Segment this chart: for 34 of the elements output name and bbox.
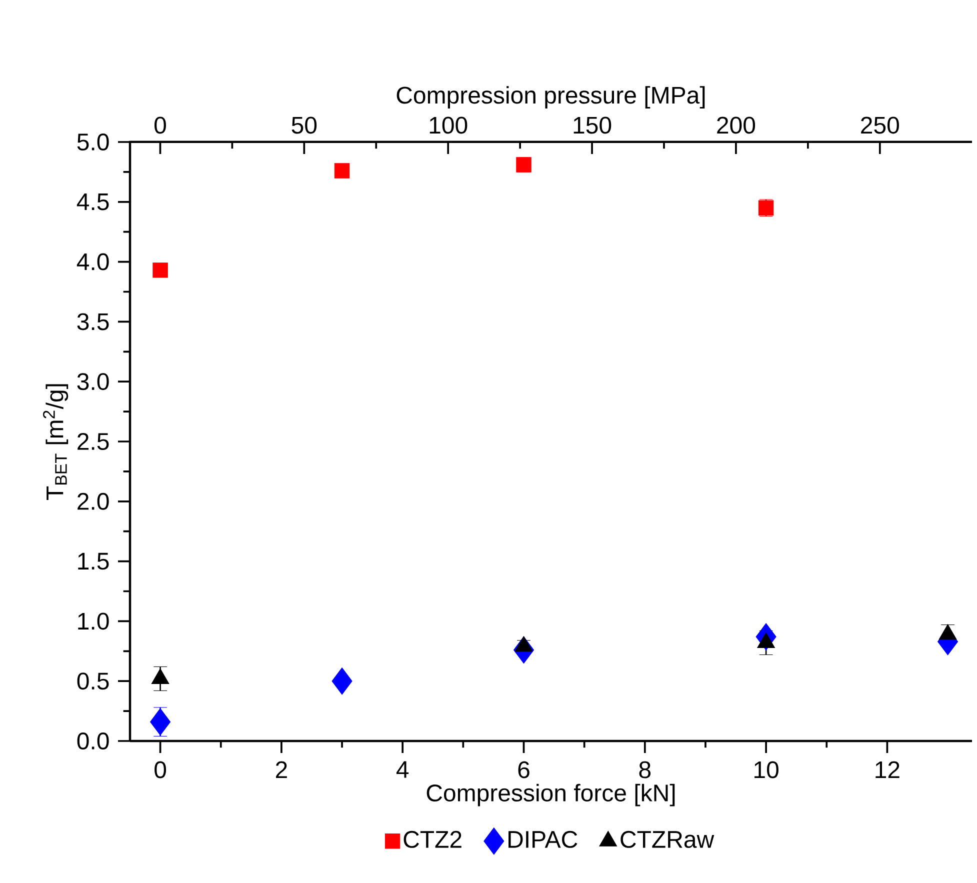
point — [332, 667, 352, 695]
legend-label: CTZ2 — [404, 830, 462, 848]
x2-tick-label: 250 — [861, 116, 899, 134]
x-tick-label: 12 — [876, 761, 900, 778]
y-tick-label: 1.0 — [78, 612, 109, 630]
x-axis-title: Compression force [kN] — [426, 784, 675, 806]
x-tick-label: 4 — [396, 761, 409, 778]
point — [152, 262, 168, 278]
x2-tick-label: 50 — [292, 116, 317, 134]
legend-label: CTZRaw — [620, 830, 714, 848]
x2-tick-label: 100 — [430, 116, 468, 134]
point — [150, 708, 171, 736]
y-tick-label: 5.0 — [77, 133, 109, 150]
x-tick-label: 8 — [639, 761, 651, 778]
y-tick-label: 0.5 — [77, 672, 109, 690]
y-tick-label: 0.0 — [77, 732, 109, 750]
x-tick-label: 10 — [754, 761, 778, 778]
x2-tick-label: 150 — [574, 116, 612, 134]
y-tick-label: 2.5 — [78, 432, 109, 450]
y-axis-title: T$_{BET}$ [m$^{2}$/g] — [43, 384, 68, 500]
y-tick-label: 3.0 — [77, 373, 109, 390]
x2-tick-label: 0 — [154, 116, 166, 134]
x-tick-label: 6 — [518, 761, 530, 778]
x-tick-label: 0 — [154, 761, 166, 778]
x-tick-label: 2 — [276, 761, 287, 778]
x2-tick-label: 200 — [717, 116, 756, 134]
y-tick-label: 2.0 — [78, 492, 109, 510]
y-tick-label: 4.0 — [76, 253, 109, 270]
y-tick-label: 4.5 — [76, 194, 109, 210]
y-tick-label: 3.5 — [77, 313, 109, 330]
y-tick-label: 1.5 — [78, 552, 109, 570]
legend-label: DIPAC — [508, 830, 578, 848]
x2-axis-title: Compression pressure [MPa] — [396, 86, 705, 108]
point — [334, 163, 350, 178]
